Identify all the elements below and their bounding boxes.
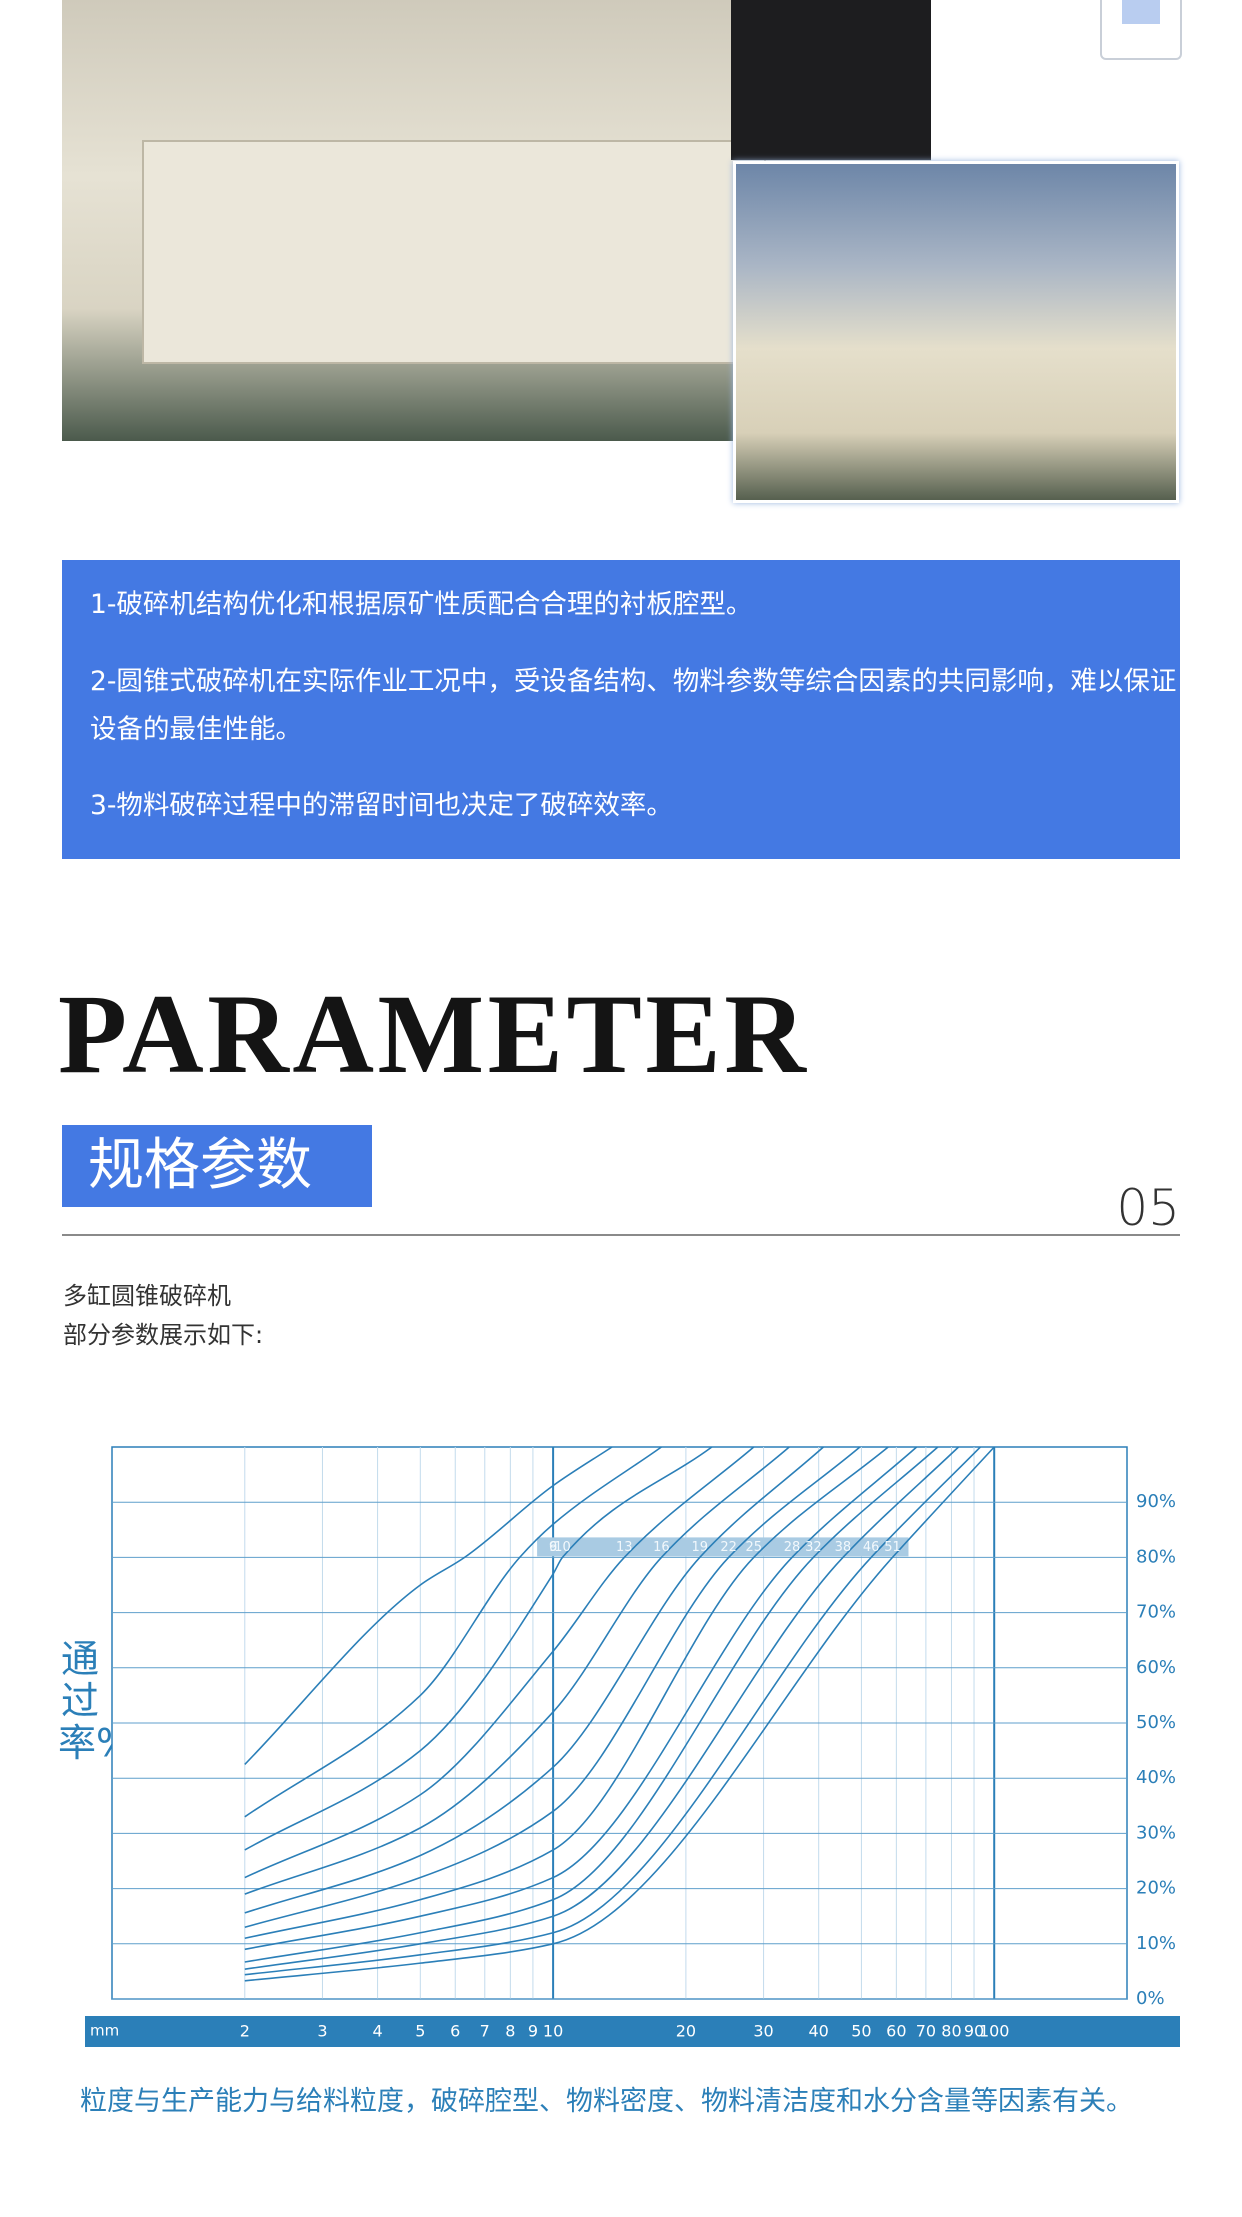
- y-tick-label: 70%: [1136, 1602, 1176, 1623]
- curve-label: 38: [835, 1540, 852, 1555]
- y-tick-label: 30%: [1136, 1822, 1176, 1843]
- x-tick-label: 4: [372, 2022, 382, 2041]
- x-tick-label: 2: [240, 2022, 250, 2041]
- x-axis-band: [85, 2016, 1180, 2047]
- x-tick-label: 40: [808, 2022, 828, 2041]
- x-tick-label: 90: [964, 2022, 984, 2041]
- curve: [244, 1446, 960, 1970]
- y-tick-label: 10%: [1136, 1933, 1176, 1954]
- curve: [244, 1446, 790, 1895]
- x-tick-label: 6: [450, 2022, 460, 2041]
- icon-detail: [1122, 0, 1160, 24]
- section-title: PARAMETER: [58, 972, 810, 1097]
- curve-label: 51: [884, 1540, 901, 1555]
- intro-point: 2-圆锥式破碎机在实际作业工况中，受设备结构、物料参数等综合因素的共同影响，难以…: [90, 666, 1177, 745]
- y-tick-label: 50%: [1136, 1712, 1176, 1733]
- intro-point: 3-物料破碎过程中的滞留时间也决定了破碎效率。: [90, 790, 673, 821]
- curve: [244, 1446, 939, 1963]
- y-tick-label: 90%: [1136, 1491, 1176, 1512]
- x-tick-label: 20: [676, 2022, 696, 2041]
- x-tick-label: 70: [916, 2022, 936, 2041]
- curve-label: 9: [549, 1540, 557, 1555]
- y-tick-label: 80%: [1136, 1546, 1176, 1567]
- y-tick-label: 20%: [1136, 1878, 1176, 1899]
- curve-label: 10: [554, 1540, 571, 1555]
- x-tick-label: 8: [505, 2022, 515, 2041]
- x-tick-label: 5: [415, 2022, 425, 2041]
- y-tick-label: 0%: [1136, 1988, 1165, 2009]
- caption: 粒度与生产能力与给料粒度，破碎腔型、物料密度、物料清洁度和水分含量等因素有关。: [80, 2086, 1133, 2117]
- curve-label: 13: [616, 1540, 633, 1555]
- x-tick-label: 60: [886, 2022, 906, 2041]
- photo: [733, 161, 1179, 503]
- description: 多缸圆锥破碎机: [63, 1282, 231, 1310]
- curve: [244, 1446, 824, 1914]
- x-tick-label: 100: [979, 2022, 1010, 2041]
- intro-point: 1-破碎机结构优化和根据原矿性质配合合理的衬板腔型。: [90, 589, 753, 620]
- curve: [244, 1446, 755, 1879]
- curve: [244, 1446, 981, 1976]
- x-tick-label: 10: [543, 2022, 563, 2041]
- x-axis-label: mm: [90, 2022, 119, 2040]
- curve: [244, 1446, 613, 1765]
- curve-label: 22: [720, 1540, 737, 1555]
- curve-label: 6: [549, 1540, 557, 1555]
- description: 部分参数展示如下:: [63, 1321, 264, 1349]
- curve-label: 16: [653, 1540, 670, 1555]
- curve: [244, 1446, 662, 1818]
- curve-label: 32: [805, 1540, 822, 1555]
- x-tick-label: 9: [528, 2022, 538, 2041]
- curve-label: 28: [784, 1540, 801, 1555]
- x-tick-label: 3: [317, 2022, 327, 2041]
- x-tick-label: 7: [480, 2022, 490, 2041]
- curve: [244, 1446, 995, 1982]
- x-tick-label: 50: [851, 2022, 871, 2041]
- y-tick-label: 40%: [1136, 1767, 1176, 1788]
- photo-detail: [142, 140, 766, 364]
- intro-box: [62, 560, 1180, 859]
- curve: [244, 1446, 889, 1940]
- divider: [62, 1234, 1180, 1236]
- curve: [244, 1446, 918, 1951]
- curve: [244, 1446, 861, 1929]
- x-tick-label: 30: [753, 2022, 773, 2041]
- curve: [244, 1446, 713, 1851]
- curve-label: 25: [745, 1540, 762, 1555]
- icon: [1100, 0, 1182, 60]
- curve-label: 46: [863, 1540, 880, 1555]
- x-tick-label: 80: [941, 2022, 961, 2041]
- y-tick-label: 60%: [1136, 1657, 1176, 1678]
- section-subtitle: 规格参数: [62, 1125, 372, 1207]
- photo-detail: [731, 0, 931, 160]
- curve-label: 19: [691, 1540, 708, 1555]
- section-number: 05: [1116, 1179, 1180, 1237]
